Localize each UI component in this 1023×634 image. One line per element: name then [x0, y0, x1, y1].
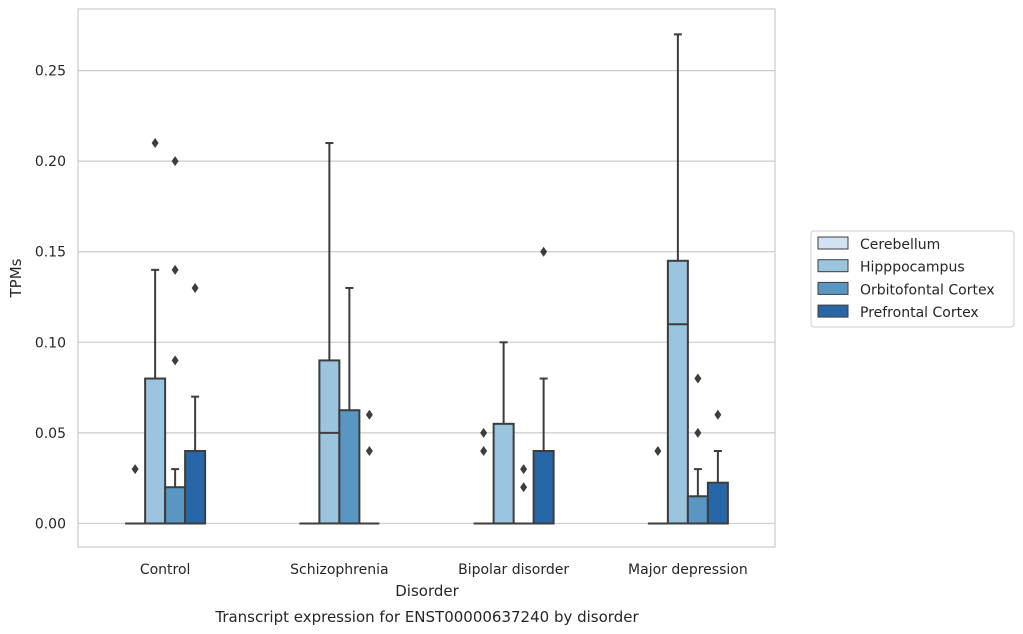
outlier-point — [694, 373, 702, 384]
box-body — [686, 495, 709, 525]
legend-label: Prefrontal Cortex — [860, 305, 979, 321]
box-prefrontal-cortex — [706, 409, 729, 525]
outlier-point — [540, 246, 548, 257]
box-cerebellum — [125, 464, 146, 525]
x-tick-label: Major depression — [628, 562, 748, 578]
box-orbitofontal-cortex — [338, 286, 361, 525]
box-body — [164, 486, 187, 525]
legend-swatch — [817, 304, 849, 318]
box-body — [184, 449, 207, 525]
y-tick-label: 0.00 — [35, 516, 66, 532]
box-prefrontal-cortex — [532, 246, 555, 525]
box-prefrontal-cortex — [359, 409, 380, 525]
box-cerebellum — [647, 445, 668, 525]
y-tick-label: 0.15 — [35, 245, 66, 261]
y-tick-label: 0.05 — [35, 426, 66, 442]
outlier-point — [714, 409, 722, 420]
x-tick-label: Control — [140, 562, 191, 578]
legend: Cerebellum Hipppocampus Orbitofontal Corte… — [810, 230, 1015, 328]
box-body — [144, 377, 167, 525]
outlier-point — [520, 482, 528, 493]
y-tick-label: 0.25 — [35, 64, 66, 80]
x-tick-label: Schizophrenia — [290, 562, 388, 578]
outlier-point — [171, 355, 179, 366]
legend-frame — [810, 230, 1015, 328]
outlier-point — [171, 156, 179, 167]
box-cerebellum — [473, 427, 494, 525]
box-orbitofontal-cortex — [513, 464, 534, 525]
outlier-point — [365, 445, 373, 456]
outlier-point — [365, 409, 373, 420]
box-prefrontal-cortex — [184, 282, 207, 525]
box-hipppocampus — [144, 138, 167, 525]
outlier-point — [480, 427, 488, 438]
box-body — [492, 422, 515, 525]
box-body — [532, 449, 555, 525]
outlier-point — [131, 464, 139, 475]
boxes — [125, 33, 729, 525]
legend-label: Orbitofontal Cortex — [860, 282, 995, 298]
plot-frame — [77, 8, 776, 548]
y-tick-label: 0.20 — [35, 154, 66, 170]
box-orbitofontal-cortex — [686, 373, 709, 525]
outlier-point — [480, 445, 488, 456]
box-body — [318, 359, 341, 525]
outlier-point — [654, 445, 662, 456]
box-hipppocampus — [318, 142, 341, 525]
box-body — [706, 481, 729, 525]
x-ticks: Control Schizophrenia Bipolar disorder Majo… — [140, 562, 748, 578]
chart-caption: Transcript expression for ENST0000063724… — [214, 608, 639, 626]
box-hipppocampus — [492, 341, 515, 525]
legend-label: Hipppocampus — [860, 260, 965, 276]
x-axis-label: Disorder — [395, 582, 459, 600]
outlier-point — [171, 264, 179, 275]
box-hipppocampus — [666, 33, 689, 525]
outlier-point — [191, 282, 199, 293]
legend-label: Cerebellum — [860, 237, 940, 253]
box-body — [338, 409, 361, 525]
legend-swatch — [817, 281, 849, 295]
outlier-point — [151, 138, 159, 149]
y-ticks: 0.00 0.05 0.10 0.15 0.20 0.25 — [35, 64, 66, 533]
legend-swatch — [817, 236, 849, 250]
x-tick-label: Bipolar disorder — [458, 562, 569, 578]
box-body — [666, 259, 689, 525]
outlier-point — [694, 427, 702, 438]
y-axis-label: TPMs — [7, 258, 25, 298]
y-tick-label: 0.10 — [35, 335, 66, 351]
outlier-point — [520, 464, 528, 475]
legend-swatch — [817, 259, 849, 273]
